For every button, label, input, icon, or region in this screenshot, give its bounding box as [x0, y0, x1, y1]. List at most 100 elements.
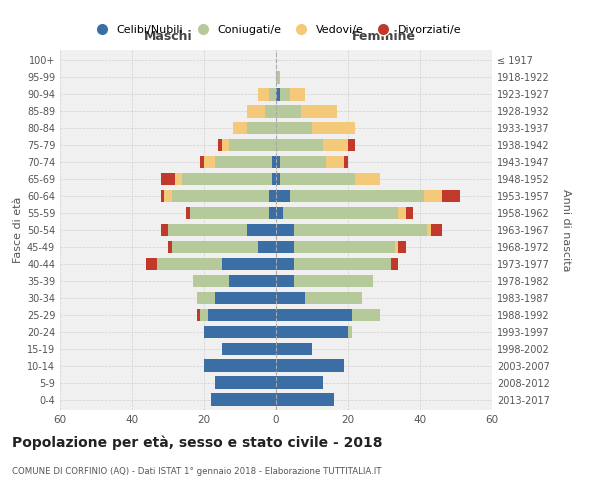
Bar: [355, 172, 380, 186]
Bar: [294, 258, 391, 270]
Bar: [280, 172, 355, 186]
Bar: [290, 88, 305, 101]
Bar: [276, 206, 283, 220]
Bar: [215, 156, 272, 168]
Bar: [215, 292, 276, 304]
Bar: [344, 156, 348, 168]
Bar: [204, 360, 276, 372]
Bar: [312, 122, 355, 134]
Y-axis label: Anni di nascita: Anni di nascita: [561, 188, 571, 271]
Bar: [276, 88, 280, 101]
Bar: [305, 292, 362, 304]
Bar: [197, 308, 200, 322]
Bar: [276, 394, 334, 406]
Bar: [276, 258, 294, 270]
Bar: [276, 342, 312, 355]
Bar: [276, 360, 344, 372]
Bar: [200, 308, 208, 322]
Bar: [276, 326, 348, 338]
Bar: [276, 71, 280, 84]
Bar: [182, 172, 272, 186]
Bar: [280, 156, 326, 168]
Bar: [193, 274, 229, 287]
Bar: [276, 224, 294, 236]
Bar: [442, 190, 460, 202]
Bar: [229, 274, 276, 287]
Bar: [265, 105, 276, 118]
Bar: [276, 292, 305, 304]
Bar: [431, 224, 442, 236]
Bar: [204, 326, 276, 338]
Bar: [276, 274, 294, 287]
Bar: [211, 394, 276, 406]
Bar: [290, 190, 424, 202]
Bar: [215, 376, 276, 389]
Bar: [272, 172, 276, 186]
Bar: [352, 308, 380, 322]
Bar: [247, 122, 276, 134]
Bar: [276, 308, 352, 322]
Bar: [172, 190, 269, 202]
Bar: [164, 190, 172, 202]
Bar: [172, 240, 258, 254]
Bar: [276, 156, 280, 168]
Bar: [276, 122, 312, 134]
Bar: [222, 138, 229, 151]
Bar: [161, 172, 175, 186]
Bar: [294, 274, 373, 287]
Bar: [276, 376, 323, 389]
Bar: [200, 156, 204, 168]
Text: Popolazione per età, sesso e stato civile - 2018: Popolazione per età, sesso e stato civil…: [12, 435, 383, 450]
Bar: [294, 240, 395, 254]
Bar: [146, 258, 157, 270]
Bar: [276, 240, 294, 254]
Bar: [326, 156, 344, 168]
Bar: [222, 342, 276, 355]
Bar: [398, 240, 406, 254]
Bar: [258, 240, 276, 254]
Bar: [276, 172, 280, 186]
Bar: [161, 190, 164, 202]
Bar: [348, 326, 352, 338]
Bar: [323, 138, 348, 151]
Bar: [348, 138, 355, 151]
Bar: [269, 190, 276, 202]
Bar: [168, 240, 172, 254]
Bar: [208, 308, 276, 322]
Bar: [391, 258, 398, 270]
Bar: [161, 224, 168, 236]
Bar: [247, 105, 265, 118]
Bar: [157, 258, 222, 270]
Bar: [168, 224, 247, 236]
Bar: [276, 138, 323, 151]
Bar: [197, 292, 215, 304]
Bar: [229, 138, 276, 151]
Bar: [294, 224, 427, 236]
Bar: [280, 88, 290, 101]
Bar: [269, 206, 276, 220]
Bar: [424, 190, 442, 202]
Bar: [398, 206, 406, 220]
Y-axis label: Fasce di età: Fasce di età: [13, 197, 23, 263]
Bar: [283, 206, 398, 220]
Bar: [395, 240, 398, 254]
Bar: [427, 224, 431, 236]
Bar: [186, 206, 190, 220]
Bar: [276, 190, 290, 202]
Bar: [276, 105, 301, 118]
Bar: [247, 224, 276, 236]
Text: Maschi: Maschi: [143, 30, 193, 43]
Bar: [204, 156, 215, 168]
Bar: [301, 105, 337, 118]
Bar: [272, 156, 276, 168]
Bar: [175, 172, 182, 186]
Bar: [269, 88, 276, 101]
Text: Femmine: Femmine: [352, 30, 416, 43]
Legend: Celibi/Nubili, Coniugati/e, Vedovi/e, Divorziati/e: Celibi/Nubili, Coniugati/e, Vedovi/e, Di…: [86, 20, 466, 40]
Bar: [222, 258, 276, 270]
Bar: [258, 88, 269, 101]
Bar: [406, 206, 413, 220]
Bar: [218, 138, 222, 151]
Bar: [233, 122, 247, 134]
Bar: [190, 206, 269, 220]
